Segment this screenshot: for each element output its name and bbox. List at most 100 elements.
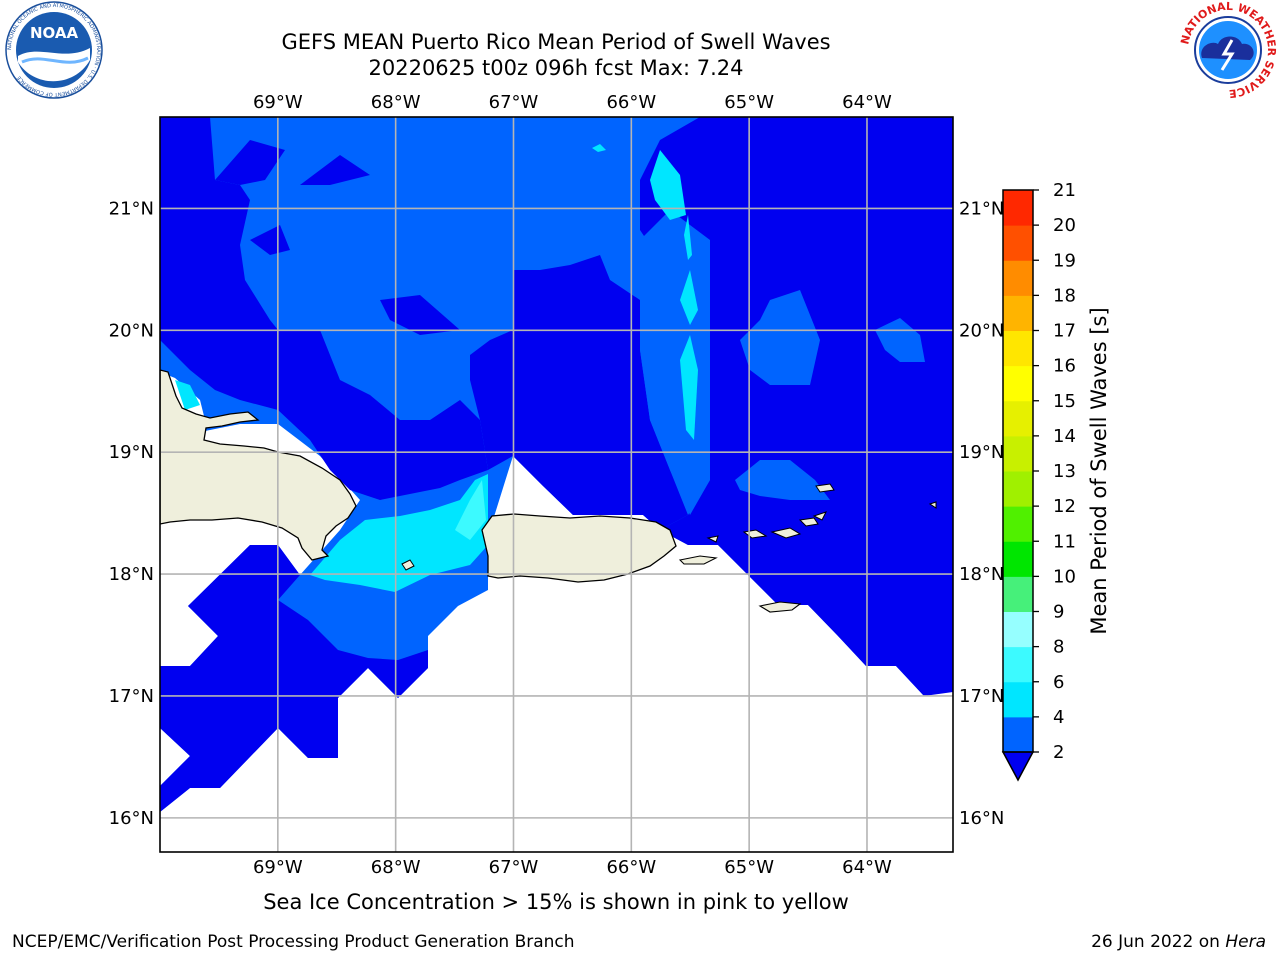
colorbar-tick-label: 4 bbox=[1053, 707, 1064, 728]
lon-label-bottom: 66°W bbox=[606, 857, 656, 878]
land-culebra bbox=[706, 535, 719, 543]
under-2s-far-north bbox=[215, 140, 285, 185]
land-anegada bbox=[815, 483, 835, 493]
colorbar-tick-label: 18 bbox=[1053, 285, 1076, 306]
map-axis-labels: 69°W 69°W 68°W 68°W 67°W 67°W 66°W 66°W 65°W 65°W… bbox=[109, 92, 1005, 878]
land-st-john bbox=[770, 527, 802, 539]
lat-label-left: 18°N bbox=[109, 564, 154, 585]
lat-label-left: 20°N bbox=[109, 320, 154, 341]
colorbar-under-arrow bbox=[1001, 751, 1035, 782]
lon-label-top: 65°W bbox=[724, 92, 774, 113]
map-plot-area bbox=[160, 117, 953, 852]
lat-label-left: 17°N bbox=[109, 686, 154, 707]
colorbar-tick-label: 11 bbox=[1053, 531, 1076, 552]
band-4-6-n2 bbox=[680, 270, 698, 325]
colorbar-segment bbox=[1003, 506, 1033, 542]
colorbar-tick-label: 10 bbox=[1053, 566, 1076, 587]
colorbar-segment bbox=[1003, 225, 1033, 261]
no-data-west-gap bbox=[160, 728, 190, 852]
colorbar-tick-label: 8 bbox=[1053, 637, 1064, 658]
band-2-4-e2 bbox=[735, 460, 830, 500]
colorbar-tick-label: 16 bbox=[1053, 356, 1076, 377]
band-2-4-e3 bbox=[740, 290, 820, 385]
lon-label-top: 69°W bbox=[253, 92, 303, 113]
under-2s-central bbox=[470, 255, 688, 530]
nws-logo: NATIONAL WEATHER SERVICE bbox=[1178, 0, 1278, 100]
under-2s-north2 bbox=[250, 225, 290, 255]
lon-label-bottom: 65°W bbox=[724, 857, 774, 878]
colorbar-segment bbox=[1003, 400, 1033, 437]
colorbar-tick-label: 15 bbox=[1053, 391, 1076, 412]
footer-date: 26 Jun 2022 on Hera bbox=[1091, 932, 1266, 952]
colorbar-segment bbox=[1003, 471, 1033, 507]
colorbar-segment bbox=[1003, 190, 1033, 226]
lat-label-right: 21°N bbox=[959, 198, 1004, 219]
noaa-logo: NOAA NATIONAL OCEANIC AND ATMOSPHERIC AD… bbox=[5, 1, 103, 99]
land-puerto-rico bbox=[481, 513, 677, 583]
lat-label-right: 20°N bbox=[959, 320, 1004, 341]
map-frame bbox=[159, 116, 954, 853]
lon-label-bottom: 68°W bbox=[371, 857, 421, 878]
band-4-6-north bbox=[650, 150, 686, 220]
band-4-6-spot bbox=[592, 144, 606, 152]
lon-label-bottom: 64°W bbox=[842, 857, 892, 878]
lat-label-left: 16°N bbox=[109, 808, 154, 829]
colorbar-tick-label: 13 bbox=[1053, 461, 1076, 482]
colorbar-label: Mean Period of Swell Waves [s] bbox=[1087, 307, 1111, 634]
colorbar-segment bbox=[1003, 541, 1033, 577]
lon-label-top: 66°W bbox=[606, 92, 656, 113]
colorbar-segment bbox=[1003, 576, 1033, 612]
colorbar-segment bbox=[1003, 435, 1033, 472]
under-2s-west-edge bbox=[160, 117, 278, 410]
map-subtitle: 20220625 t00z 096h fcst Max: 7.24 bbox=[368, 56, 744, 80]
colorbar-segment bbox=[1003, 611, 1033, 648]
band-4-6-n3 bbox=[680, 335, 698, 440]
colorbar-segment bbox=[1003, 646, 1033, 683]
band-4-6-n4 bbox=[684, 215, 692, 260]
lat-label-left: 19°N bbox=[109, 442, 154, 463]
lat-label-right: 19°N bbox=[959, 442, 1004, 463]
map-title: GEFS MEAN Puerto Rico Mean Period of Swe… bbox=[281, 30, 831, 54]
under-2s-sw bbox=[160, 545, 428, 812]
colorbar-tick-label: 2 bbox=[1053, 742, 1064, 763]
under-2s-mona bbox=[278, 330, 488, 500]
under-2s-east bbox=[640, 117, 953, 696]
band-4-6-mona-tip bbox=[455, 480, 486, 540]
lon-label-top: 68°W bbox=[371, 92, 421, 113]
colorbar-tick-label: 12 bbox=[1053, 496, 1076, 517]
colorbar-segment bbox=[1003, 716, 1033, 753]
colorbar-segment bbox=[1003, 365, 1033, 402]
lon-label-bottom: 67°W bbox=[489, 857, 539, 878]
colorbar-segment bbox=[1003, 260, 1033, 296]
under-2s-north3 bbox=[380, 295, 460, 335]
lon-label-top: 67°W bbox=[489, 92, 539, 113]
lat-label-right: 17°N bbox=[959, 686, 1004, 707]
colorbar-tick-label: 17 bbox=[1053, 321, 1076, 342]
lat-label-right: 18°N bbox=[959, 564, 1004, 585]
colorbar-segment bbox=[1003, 295, 1033, 331]
colorbar-tick-label: 6 bbox=[1053, 672, 1064, 693]
footer-date-text: 26 Jun 2022 on bbox=[1091, 932, 1226, 952]
colorbar-tick-label: 19 bbox=[1053, 250, 1076, 271]
band-2-4-e1 bbox=[875, 318, 925, 362]
colorbar-segment bbox=[1003, 681, 1033, 718]
band-4-6-w bbox=[175, 380, 200, 410]
land-tortola bbox=[798, 517, 819, 527]
colorbar-tick-label: 21 bbox=[1053, 180, 1076, 201]
sea-ice-note: Sea Ice Concentration > 15% is shown in … bbox=[263, 890, 849, 914]
lon-label-bottom: 69°W bbox=[253, 857, 303, 878]
land-hispaniola bbox=[160, 369, 357, 561]
band-4-6-mona bbox=[310, 474, 488, 592]
lat-label-left: 21°N bbox=[109, 198, 154, 219]
colorbar-tick-label: 14 bbox=[1053, 426, 1076, 447]
colorbar-segment bbox=[1003, 330, 1033, 367]
colorbar-tick-label: 9 bbox=[1053, 602, 1064, 623]
lon-label-top: 64°W bbox=[842, 92, 892, 113]
footer-host: Hera bbox=[1225, 932, 1266, 952]
noaa-logo-text: NOAA bbox=[30, 24, 79, 42]
no-data-south bbox=[160, 456, 953, 852]
land-vieques bbox=[678, 555, 718, 565]
land-anguilla bbox=[928, 501, 937, 509]
land-mona-island bbox=[401, 559, 415, 571]
